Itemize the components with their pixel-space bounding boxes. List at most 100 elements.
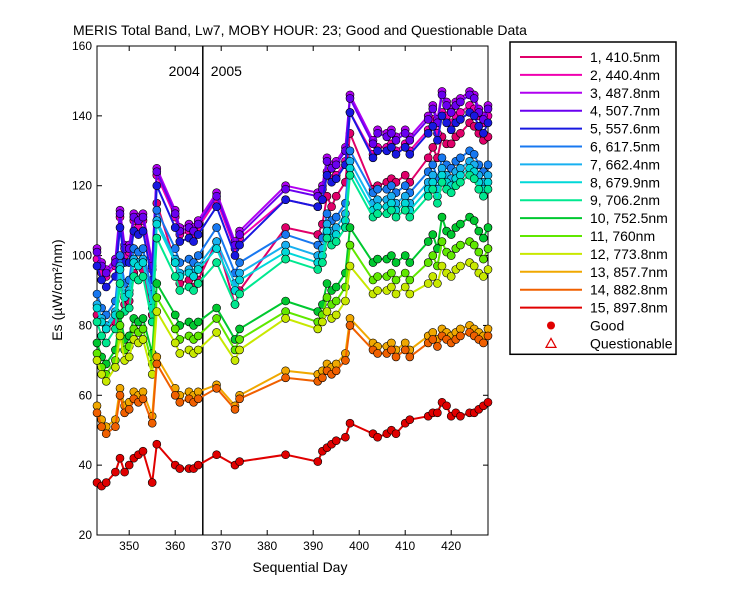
data-point	[152, 279, 162, 288]
data-point	[391, 275, 401, 285]
x-tick-label: 380	[257, 539, 277, 553]
series-group	[92, 87, 493, 491]
data-point	[423, 237, 433, 246]
data-point	[322, 233, 332, 243]
legend-entry-label: 6, 617.5nm	[590, 139, 660, 155]
legend-box	[509, 41, 677, 356]
data-point	[400, 170, 410, 180]
data-point	[101, 338, 111, 348]
data-point	[428, 160, 438, 170]
legend-entry-label: 1, 410.5nm	[590, 49, 660, 65]
legend-entry-label: 9, 706.2nm	[590, 192, 660, 208]
data-point	[483, 265, 493, 274]
good-marker-icon	[547, 321, 555, 330]
data-point	[212, 244, 221, 253]
data-point	[437, 237, 447, 246]
data-point	[446, 108, 456, 117]
data-point	[400, 345, 410, 355]
data-point	[193, 460, 203, 470]
data-point	[428, 335, 438, 344]
data-point	[92, 289, 102, 299]
data-point	[152, 233, 162, 243]
data-point	[446, 139, 456, 149]
data-point	[115, 265, 125, 274]
data-point	[368, 139, 378, 149]
data-point	[373, 254, 382, 264]
data-point	[405, 289, 415, 299]
series-4	[92, 90, 493, 278]
data-point	[341, 432, 350, 442]
data-point	[115, 331, 125, 341]
data-point	[120, 467, 129, 477]
x-tick-label: 400	[349, 539, 369, 553]
data-point	[341, 356, 350, 365]
data-point	[212, 450, 221, 460]
data-point	[212, 303, 221, 313]
data-point	[124, 303, 134, 313]
data-point	[469, 216, 479, 225]
data-point	[193, 219, 203, 229]
data-point	[345, 321, 355, 330]
legend-entry-label: 3, 487.8nm	[590, 85, 660, 101]
x-tick-label: 390	[303, 539, 323, 553]
data-point	[456, 331, 465, 341]
data-point	[115, 251, 125, 260]
data-point	[97, 422, 106, 432]
series-9	[92, 170, 493, 348]
data-point	[138, 212, 148, 222]
data-point	[152, 307, 162, 316]
data-point	[331, 282, 341, 292]
data-point	[469, 94, 479, 103]
data-point	[442, 401, 451, 411]
data-point	[189, 286, 198, 295]
data-point	[433, 136, 442, 145]
data-point	[391, 352, 401, 362]
data-point	[152, 205, 162, 215]
data-point	[92, 303, 102, 313]
data-point	[483, 184, 493, 194]
data-point	[331, 237, 341, 246]
data-point	[281, 450, 290, 460]
data-point	[437, 177, 447, 187]
data-point	[138, 335, 148, 344]
y-tick-label: 140	[72, 109, 92, 123]
data-point	[387, 129, 396, 138]
data-point	[428, 143, 438, 152]
data-point	[345, 223, 355, 232]
data-point	[400, 143, 410, 152]
data-point	[92, 317, 102, 327]
x-tick-label: 350	[119, 539, 139, 553]
data-point	[230, 251, 240, 260]
data-point	[101, 268, 111, 278]
data-point	[345, 108, 355, 117]
data-point	[170, 258, 180, 267]
data-point	[331, 310, 341, 320]
data-point	[373, 129, 382, 138]
data-point	[391, 150, 401, 159]
data-point	[387, 205, 396, 215]
x-tick-label: 370	[211, 539, 231, 553]
data-point	[175, 286, 185, 295]
data-point	[437, 111, 447, 121]
data-point	[446, 230, 456, 239]
data-point	[373, 146, 382, 156]
data-point	[474, 122, 484, 131]
data-point	[281, 230, 290, 239]
data-point	[235, 324, 244, 334]
data-point	[115, 390, 125, 400]
legend-good-label: Good	[590, 318, 624, 334]
data-point	[322, 170, 332, 180]
data-point	[189, 237, 198, 246]
data-point	[331, 296, 341, 306]
data-point	[400, 129, 410, 138]
data-point	[373, 184, 382, 194]
x-axis-label: Sequential Day	[253, 559, 348, 575]
data-point	[437, 261, 447, 271]
data-point	[97, 331, 106, 341]
data-point	[483, 244, 493, 253]
data-point	[373, 349, 382, 358]
data-point	[235, 457, 244, 466]
data-point	[170, 310, 180, 320]
data-point	[456, 219, 465, 229]
data-point	[483, 223, 493, 232]
